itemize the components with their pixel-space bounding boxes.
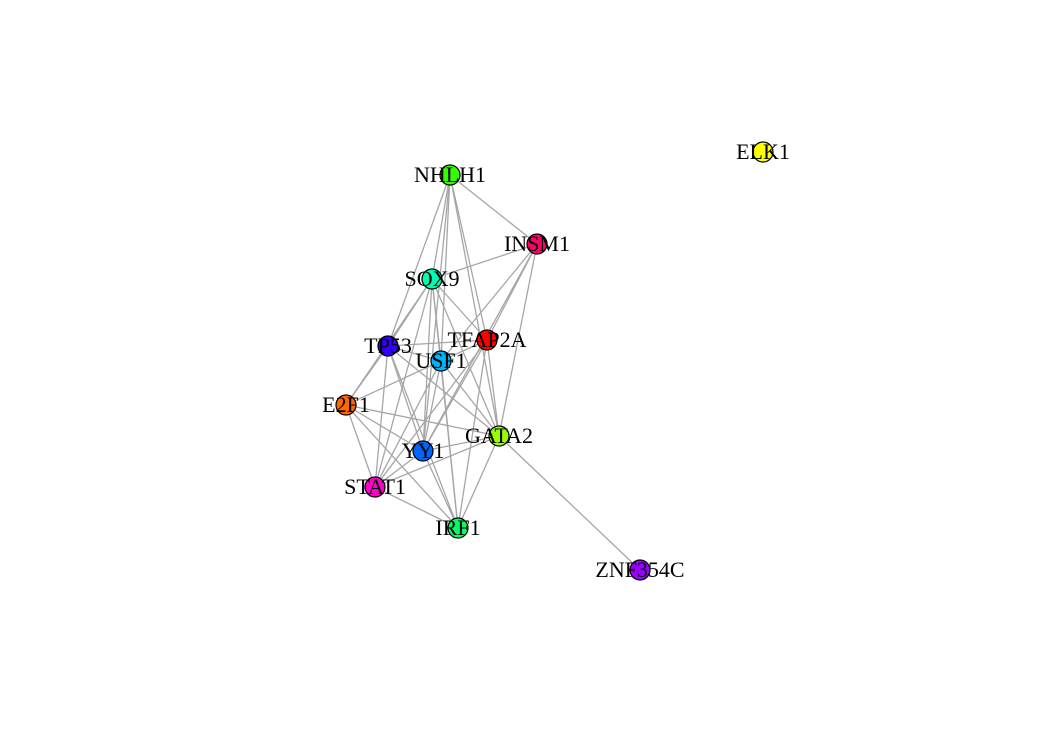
node-label-tfap2a: TFAP2A <box>447 327 526 352</box>
edge-usf1-yy1 <box>422 360 442 452</box>
edge-nhlh1-gata2 <box>449 174 500 437</box>
node-e2f1: E2F1 <box>322 392 370 417</box>
node-stat1: STAT1 <box>344 474 406 499</box>
node-nhlh1: NHLH1 <box>414 162 486 187</box>
edge-tp53-irf1 <box>387 345 459 529</box>
node-circle-irf1 <box>447 517 469 539</box>
node-circle-elk1 <box>752 141 774 163</box>
node-label-elk1: ELK1 <box>736 139 790 164</box>
node-gata2: GATA2 <box>465 423 533 448</box>
edge-sox9-gata2 <box>431 278 500 437</box>
edge-nhlh1-sox9 <box>431 174 451 280</box>
node-circle-e2f1 <box>335 394 357 416</box>
edge-usf1-stat1 <box>374 360 442 488</box>
edge-tfap2a-gata2 <box>486 339 500 437</box>
edge-usf1-gata2 <box>440 360 500 437</box>
edge-insm1-sox9 <box>431 243 538 280</box>
node-label-insm1: INSM1 <box>504 231 570 256</box>
edge-e2f1-yy1 <box>345 404 424 452</box>
node-label-yy1: YY1 <box>402 438 445 463</box>
node-insm1: INSM1 <box>504 231 570 256</box>
node-label-stat1: STAT1 <box>344 474 406 499</box>
edge-gata2-yy1 <box>422 435 500 452</box>
edge-usf1-irf1 <box>440 360 459 529</box>
node-label-nhlh1: NHLH1 <box>414 162 486 187</box>
edge-tp53-e2f1 <box>345 345 389 406</box>
edge-tp53-yy1 <box>387 345 424 452</box>
edge-sox9-stat1 <box>374 278 433 488</box>
node-label-usf1: USF1 <box>415 348 466 373</box>
edge-insm1-gata2 <box>498 243 538 437</box>
node-circle-yy1 <box>412 440 434 462</box>
node-label-sox9: SOX9 <box>404 266 459 291</box>
edge-tp53-stat1 <box>374 345 389 488</box>
edge-stat1-irf1 <box>374 486 459 529</box>
node-elk1: ELK1 <box>736 139 790 164</box>
edge-gata2-stat1 <box>374 435 500 488</box>
node-usf1: USF1 <box>415 348 466 373</box>
node-circle-znf354c <box>629 559 651 581</box>
node-circle-usf1 <box>430 350 452 372</box>
node-label-tp53: TP53 <box>364 333 412 358</box>
edge-e2f1-gata2 <box>345 404 500 437</box>
edge-tfap2a-tp53 <box>387 339 488 347</box>
edge-yy1-irf1 <box>422 450 459 529</box>
edge-tfap2a-yy1 <box>422 339 488 452</box>
node-circle-nhlh1 <box>439 164 461 186</box>
edge-sox9-tfap2a <box>431 278 488 341</box>
edge-gata2-irf1 <box>457 435 500 529</box>
node-irf1: IRF1 <box>435 515 480 540</box>
node-circle-insm1 <box>526 233 548 255</box>
edge-gata2-znf354c <box>498 435 641 571</box>
node-circle-tfap2a <box>476 329 498 351</box>
node-yy1: YY1 <box>402 438 445 463</box>
edge-nhlh1-insm1 <box>449 174 538 245</box>
node-label-znf354c: ZNF354C <box>595 557 684 582</box>
node-label-irf1: IRF1 <box>435 515 480 540</box>
node-circle-stat1 <box>364 476 386 498</box>
edge-e2f1-stat1 <box>345 404 376 488</box>
node-znf354c: ZNF354C <box>595 557 684 582</box>
node-circle-gata2 <box>488 425 510 447</box>
edges-layer <box>345 174 641 571</box>
edge-nhlh1-usf1 <box>440 174 451 362</box>
edge-nhlh1-yy1 <box>422 174 451 452</box>
node-tfap2a: TFAP2A <box>447 327 526 352</box>
node-label-gata2: GATA2 <box>465 423 533 448</box>
edge-nhlh1-tp53 <box>387 174 451 347</box>
node-circle-sox9 <box>421 268 443 290</box>
node-sox9: SOX9 <box>404 266 459 291</box>
edge-usf1-e2f1 <box>345 360 442 406</box>
node-circle-tp53 <box>377 335 399 357</box>
node-label-e2f1: E2F1 <box>322 392 370 417</box>
edge-tfap2a-irf1 <box>457 339 488 529</box>
node-tp53: TP53 <box>364 333 412 358</box>
